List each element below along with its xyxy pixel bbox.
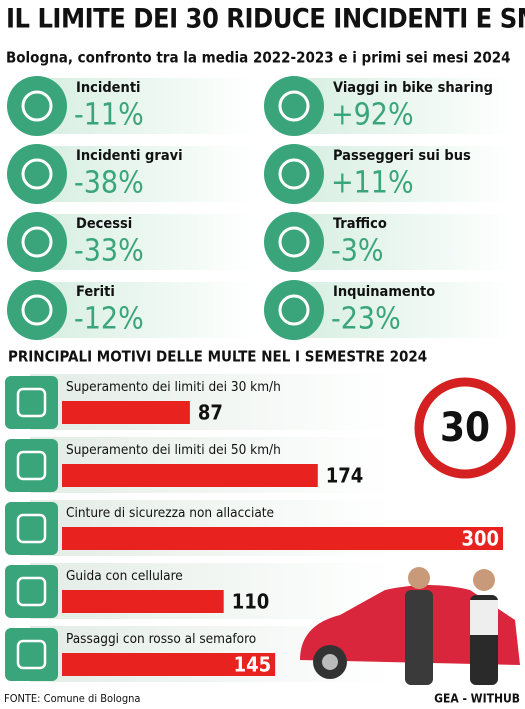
stat-background — [291, 282, 511, 338]
bar — [62, 653, 276, 676]
row-icon — [5, 565, 58, 618]
stat-icon-glyph — [278, 294, 310, 326]
stat-icon — [7, 76, 67, 136]
stat-icon — [264, 76, 324, 136]
bar — [62, 527, 503, 550]
stat-icon — [264, 212, 324, 272]
bar-chart: Superamento dei limiti dei 30 km/h 87 Supe… — [5, 374, 503, 682]
value-label: 110 — [232, 590, 270, 614]
stat-value: -33% — [74, 234, 144, 269]
stats: Incidenti -11% Incidenti gravi -38% Decessi -… — [7, 76, 511, 340]
value-label: 87 — [198, 401, 223, 425]
row-icon-glyph — [16, 387, 47, 418]
stat-label: Passeggeri sui bus — [333, 148, 471, 164]
stat-value: -11% — [74, 98, 144, 133]
speed-sign: 30 — [414, 377, 516, 479]
bar — [62, 401, 190, 424]
stat-icon — [264, 280, 324, 340]
stat-background — [34, 146, 254, 202]
row-icon-glyph — [16, 576, 47, 607]
category-label: Guida con cellulare — [66, 568, 183, 584]
category-label: Cinture di sicurezza non allacciate — [66, 505, 274, 521]
stat-label: Decessi — [76, 216, 132, 232]
stat-value: -12% — [74, 302, 144, 337]
stat-label: Incidenti — [76, 80, 141, 96]
stat-value: -3% — [331, 234, 384, 269]
stat-value: +11% — [331, 166, 414, 201]
svg-text:30: 30 — [440, 405, 490, 451]
category-label: Passaggi con rosso al semaforo — [66, 631, 256, 647]
bar — [62, 590, 224, 613]
credit: GEA - WITHUB — [434, 692, 520, 706]
row-icon — [5, 502, 58, 555]
row-icon-glyph — [16, 513, 47, 544]
stat-icon — [7, 280, 67, 340]
stat-icon-glyph — [278, 158, 310, 190]
stat-icon — [264, 144, 324, 204]
stat-label: Inquinamento — [333, 284, 435, 300]
stat-background — [34, 78, 254, 134]
stat-icon — [7, 212, 67, 272]
car-illustration — [300, 567, 520, 685]
stat-icon-glyph — [21, 90, 53, 122]
source: FONTE: Comune di Bologna — [4, 692, 141, 705]
row-icon — [5, 376, 58, 429]
stat-icon-glyph — [21, 226, 53, 258]
value-label: 145 — [234, 653, 272, 677]
stat-value: +92% — [331, 98, 414, 133]
row-icon-glyph — [16, 639, 47, 670]
stat-background — [291, 78, 511, 134]
stat-icon — [7, 144, 67, 204]
stat-icon-glyph — [21, 294, 53, 326]
bar — [62, 464, 318, 487]
value-label: 174 — [326, 464, 364, 488]
value-label: 300 — [461, 527, 499, 551]
stat-label: Feriti — [76, 284, 115, 300]
stat-value: -23% — [331, 302, 401, 337]
stat-background — [291, 214, 511, 270]
stat-background — [291, 146, 511, 202]
stat-icon-glyph — [278, 226, 310, 258]
category-label: Superamento dei limiti dei 30 km/h — [66, 379, 281, 395]
stat-icon-glyph — [278, 90, 310, 122]
row-icon-glyph — [16, 450, 47, 481]
stat-background — [34, 282, 254, 338]
subtitle: Bologna, confronto tra la media 2022-202… — [6, 49, 511, 67]
section-title: PRINCIPALI MOTIVI DELLE MULTE NEL I SEME… — [8, 348, 427, 366]
stat-icon-glyph — [21, 158, 53, 190]
stat-label: Incidenti gravi — [76, 148, 183, 164]
category-label: Superamento dei limiti dei 50 km/h — [66, 442, 281, 458]
title: IL LIMITE DEI 30 RIDUCE INCIDENTI E SMOG — [6, 4, 525, 35]
stat-background — [34, 214, 254, 270]
stat-label: Viaggi in bike sharing — [333, 80, 493, 96]
stat-label: Traffico — [333, 216, 387, 232]
row-icon — [5, 439, 58, 492]
row-icon — [5, 628, 58, 681]
stat-value: -38% — [74, 166, 144, 201]
